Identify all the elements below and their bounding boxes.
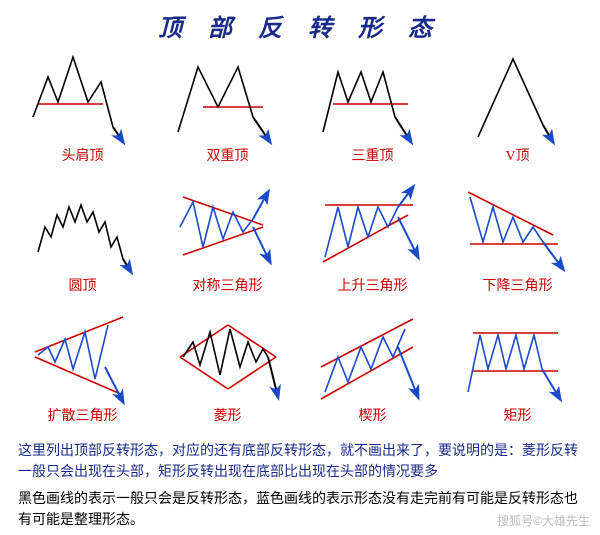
pattern-label: 头肩顶 <box>62 145 104 165</box>
page-title: 顶 部 反 转 形 态 <box>0 0 600 47</box>
pattern-diagram <box>453 177 583 277</box>
pattern-diagram <box>308 47 438 147</box>
pattern-label: 圆顶 <box>69 275 97 295</box>
pattern-label: 楔形 <box>359 405 387 425</box>
pattern-diagram <box>308 307 438 407</box>
pattern-diagram <box>18 307 148 407</box>
pattern-label: 菱形 <box>214 405 242 425</box>
note-1: 这里列出顶部反转形态，对应的还有底部反转形态，就不画出来了，要说明的是：菱形反转… <box>18 441 582 483</box>
pattern-cell: 圆顶 <box>10 177 155 307</box>
pattern-label: 扩散三角形 <box>48 405 118 425</box>
pattern-cell: 矩形 <box>445 307 590 437</box>
pattern-cell: 对称三角形 <box>155 177 300 307</box>
pattern-label: 三重顶 <box>352 145 394 165</box>
pattern-diagram <box>18 177 148 277</box>
pattern-cell: 扩散三角形 <box>10 307 155 437</box>
pattern-cell: 菱形 <box>155 307 300 437</box>
pattern-diagram <box>18 47 148 147</box>
pattern-label: 双重顶 <box>207 145 249 165</box>
watermark: 搜狐号©大雄先生 <box>497 512 590 529</box>
pattern-diagram <box>308 177 438 277</box>
pattern-diagram <box>163 47 293 147</box>
pattern-diagram <box>163 307 293 407</box>
pattern-grid: 头肩顶 双重顶 三重顶 V顶圆顶 对称三角形 上升三角形 下降三角形扩散三角形 菱形 楔形 矩形 <box>0 47 600 437</box>
pattern-cell: 上升三角形 <box>300 177 445 307</box>
pattern-cell: 三重顶 <box>300 47 445 177</box>
pattern-cell: 头肩顶 <box>10 47 155 177</box>
pattern-cell: 双重顶 <box>155 47 300 177</box>
pattern-label: 下降三角形 <box>483 275 553 295</box>
pattern-diagram <box>453 307 583 407</box>
pattern-label: V顶 <box>505 145 529 165</box>
pattern-label: 对称三角形 <box>193 275 263 295</box>
pattern-cell: 楔形 <box>300 307 445 437</box>
pattern-cell: V顶 <box>445 47 590 177</box>
pattern-diagram <box>453 47 583 147</box>
pattern-label: 上升三角形 <box>338 275 408 295</box>
pattern-cell: 下降三角形 <box>445 177 590 307</box>
pattern-label: 矩形 <box>504 405 532 425</box>
pattern-diagram <box>163 177 293 277</box>
